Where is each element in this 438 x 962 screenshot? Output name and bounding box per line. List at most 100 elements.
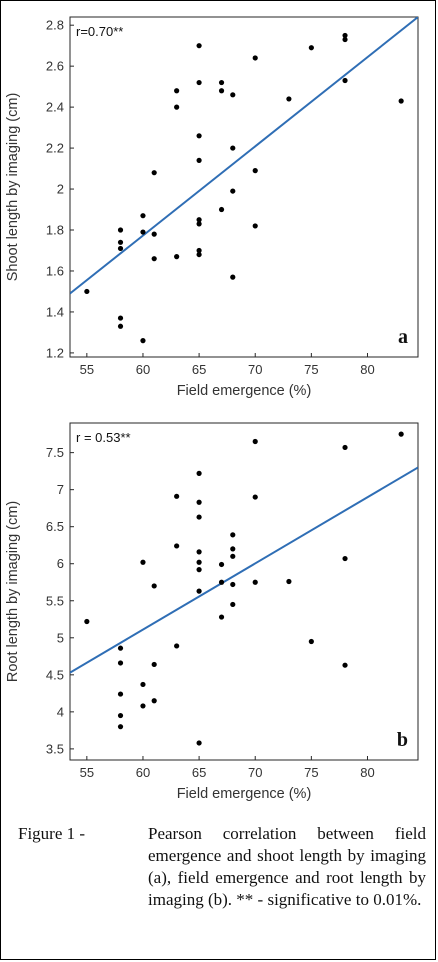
x-axis-label: Field emergence (%) [177,383,312,399]
data-point [196,549,202,555]
y-tick-label: 4 [57,704,64,719]
y-axis-label: Shoot length by imaging (cm) [5,93,21,282]
data-point [151,698,157,704]
caption-lead: Figure 1 - [18,824,86,843]
y-tick-label: 5 [57,630,64,645]
y-tick-label: 1.2 [46,345,64,360]
data-point [140,703,146,709]
data-point [196,251,202,258]
data-point [218,561,225,568]
data-point [196,588,202,594]
data-point [342,36,348,43]
data-point [252,55,258,61]
data-point [230,553,236,559]
data-point [252,168,258,174]
data-point [398,98,404,104]
y-tick-label: 7 [57,482,64,497]
y-tick-label: 4.5 [46,667,64,682]
x-tick-label: 80 [360,765,374,780]
plot-area [69,16,419,358]
chart-panel-a: 55 60 65 70 75 80 1.2 1.4 1.6 1.8 2 2.2 2.4 2.6 2.8 Fie… [5,16,419,399]
data-point [117,323,124,329]
data-point [196,217,202,223]
data-point [252,494,258,500]
data-point [117,245,124,252]
y-tick-label: 2.2 [46,141,64,156]
data-point [117,315,124,321]
data-point [286,578,292,585]
data-point [151,231,157,237]
data-point [117,712,124,719]
data-point [174,643,180,649]
data-point [230,532,236,538]
y-tick-label: 7.5 [46,445,64,460]
data-point [140,229,146,235]
data-point [117,239,124,245]
correlation-annotation: r = 0.53** [76,430,131,445]
x-tick-label: 80 [360,362,374,377]
data-point [174,88,180,94]
data-point [196,43,202,49]
data-point [196,79,202,86]
data-point [252,438,258,445]
x-tick-label: 75 [304,765,318,780]
y-tick-label: 2.6 [46,59,64,74]
data-point [174,104,180,110]
data-point [218,579,225,585]
data-point [308,45,314,51]
data-point [230,92,236,98]
data-point [84,288,90,295]
data-point [196,157,202,163]
data-point [117,645,124,651]
data-point [196,470,202,476]
data-point [196,499,202,505]
data-point [230,601,236,608]
data-point [140,559,146,565]
y-tick-label: 6 [57,556,64,571]
y-tick-label: 1.6 [46,263,64,278]
data-point [151,170,157,176]
y-tick-label: 2.4 [46,100,64,115]
x-tick-label: 70 [248,362,262,377]
x-tick-label: 75 [304,362,318,377]
data-point [286,96,292,102]
y-tick-label: 1.8 [46,223,64,238]
data-point [342,662,348,668]
data-point [252,223,258,229]
data-point [196,133,202,139]
panel-label: a [398,326,408,348]
x-tick-label: 55 [80,765,94,780]
y-tick-label: 6.5 [46,519,64,534]
data-point [117,724,124,730]
correlation-annotation: r=0.70** [76,24,123,39]
x-tick-label: 55 [80,362,94,377]
regression-line [70,466,418,674]
y-tick-label: 3.5 [46,741,64,756]
panel-label: b [397,729,408,751]
data-point [342,444,348,451]
figure-caption: Figure 1 - Pearson correlation between f… [18,823,426,911]
x-tick-label: 70 [248,765,262,780]
y-tick-label: 1.4 [46,304,64,319]
data-point [218,206,225,213]
data-point [398,431,404,437]
data-point [218,79,225,86]
data-point [196,514,202,520]
data-point [230,188,236,194]
chart-panel-b: 55 60 65 70 75 80 3.5 4 4.5 5 5.5 6 6.5 7 7.5 Field eme… [5,422,419,802]
data-point [151,661,157,668]
data-point [342,32,348,39]
data-point [174,254,180,260]
data-point [342,555,348,562]
data-point [218,88,225,94]
data-point [230,581,236,588]
data-point [196,221,202,227]
data-point [117,227,124,233]
data-point [117,660,124,666]
x-tick-label: 60 [136,765,150,780]
data-point [230,274,236,280]
data-point [84,618,90,625]
data-point [196,740,202,746]
data-point [196,247,202,254]
